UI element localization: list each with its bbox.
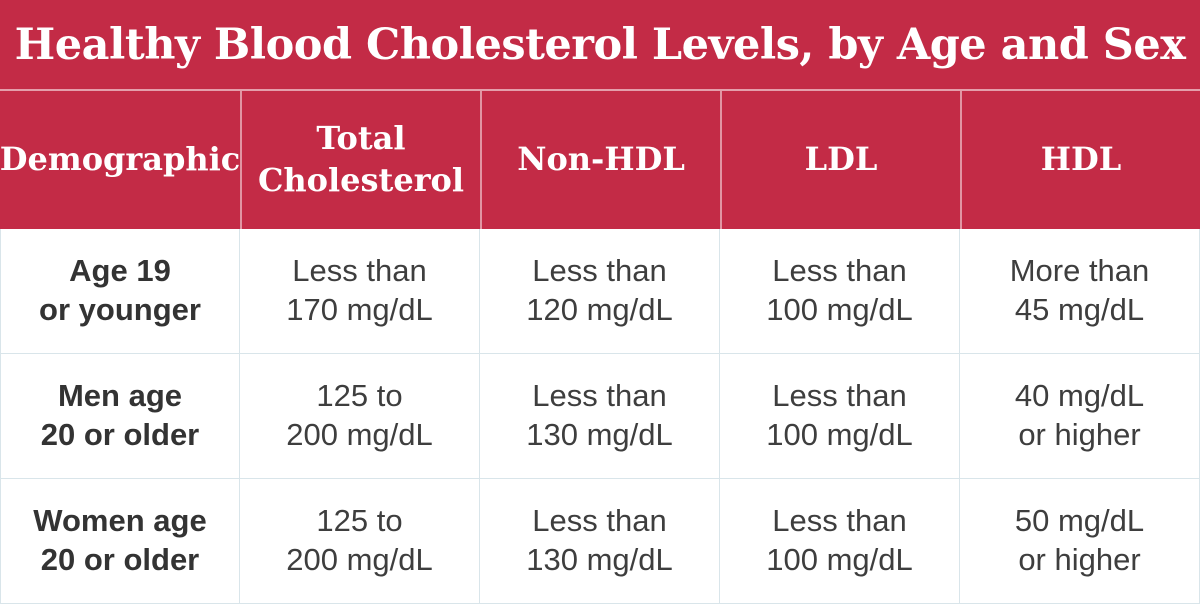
- cell-men20-total-cholesterol: 125 to 200 mg/dL: [240, 354, 480, 479]
- title-band: Healthy Blood Cholesterol Levels, by Age…: [0, 0, 1200, 89]
- row-label-men-20-or-older: Men age 20 or older: [0, 354, 240, 479]
- cell-age19-hdl: More than 45 mg/dL: [960, 229, 1200, 354]
- cell-women20-non-hdl: Less than 130 mg/dL: [480, 479, 720, 604]
- table-row-men-20-or-older: Men age 20 or older 125 to 200 mg/dL Les…: [0, 354, 1200, 479]
- table-title: Healthy Blood Cholesterol Levels, by Age…: [14, 19, 1186, 70]
- table-row-age-19-or-younger: Age 19 or younger Less than 170 mg/dL Le…: [0, 229, 1200, 354]
- column-header-ldl: LDL: [720, 91, 960, 229]
- row-label-women-20-or-older: Women age 20 or older: [0, 479, 240, 604]
- column-header-non-hdl: Non-HDL: [480, 91, 720, 229]
- cell-men20-non-hdl: Less than 130 mg/dL: [480, 354, 720, 479]
- cell-age19-non-hdl: Less than 120 mg/dL: [480, 229, 720, 354]
- column-header-total-cholesterol: Total Cholesterol: [240, 91, 480, 229]
- cell-women20-total-cholesterol: 125 to 200 mg/dL: [240, 479, 480, 604]
- cell-men20-ldl: Less than 100 mg/dL: [720, 354, 960, 479]
- column-header-demographic: Demographic: [0, 140, 241, 179]
- column-header-hdl: HDL: [960, 91, 1200, 229]
- table-row-women-20-or-older: Women age 20 or older 125 to 200 mg/dL L…: [0, 479, 1200, 604]
- row-label-age-19-or-younger: Age 19 or younger: [0, 229, 240, 354]
- column-header-row: Demographic Total Cholesterol Non-HDL LD…: [0, 89, 1200, 229]
- cell-women20-hdl: 50 mg/dL or higher: [960, 479, 1200, 604]
- cell-age19-total-cholesterol: Less than 170 mg/dL: [240, 229, 480, 354]
- cell-men20-hdl: 40 mg/dL or higher: [960, 354, 1200, 479]
- cell-women20-ldl: Less than 100 mg/dL: [720, 479, 960, 604]
- cell-age19-ldl: Less than 100 mg/dL: [720, 229, 960, 354]
